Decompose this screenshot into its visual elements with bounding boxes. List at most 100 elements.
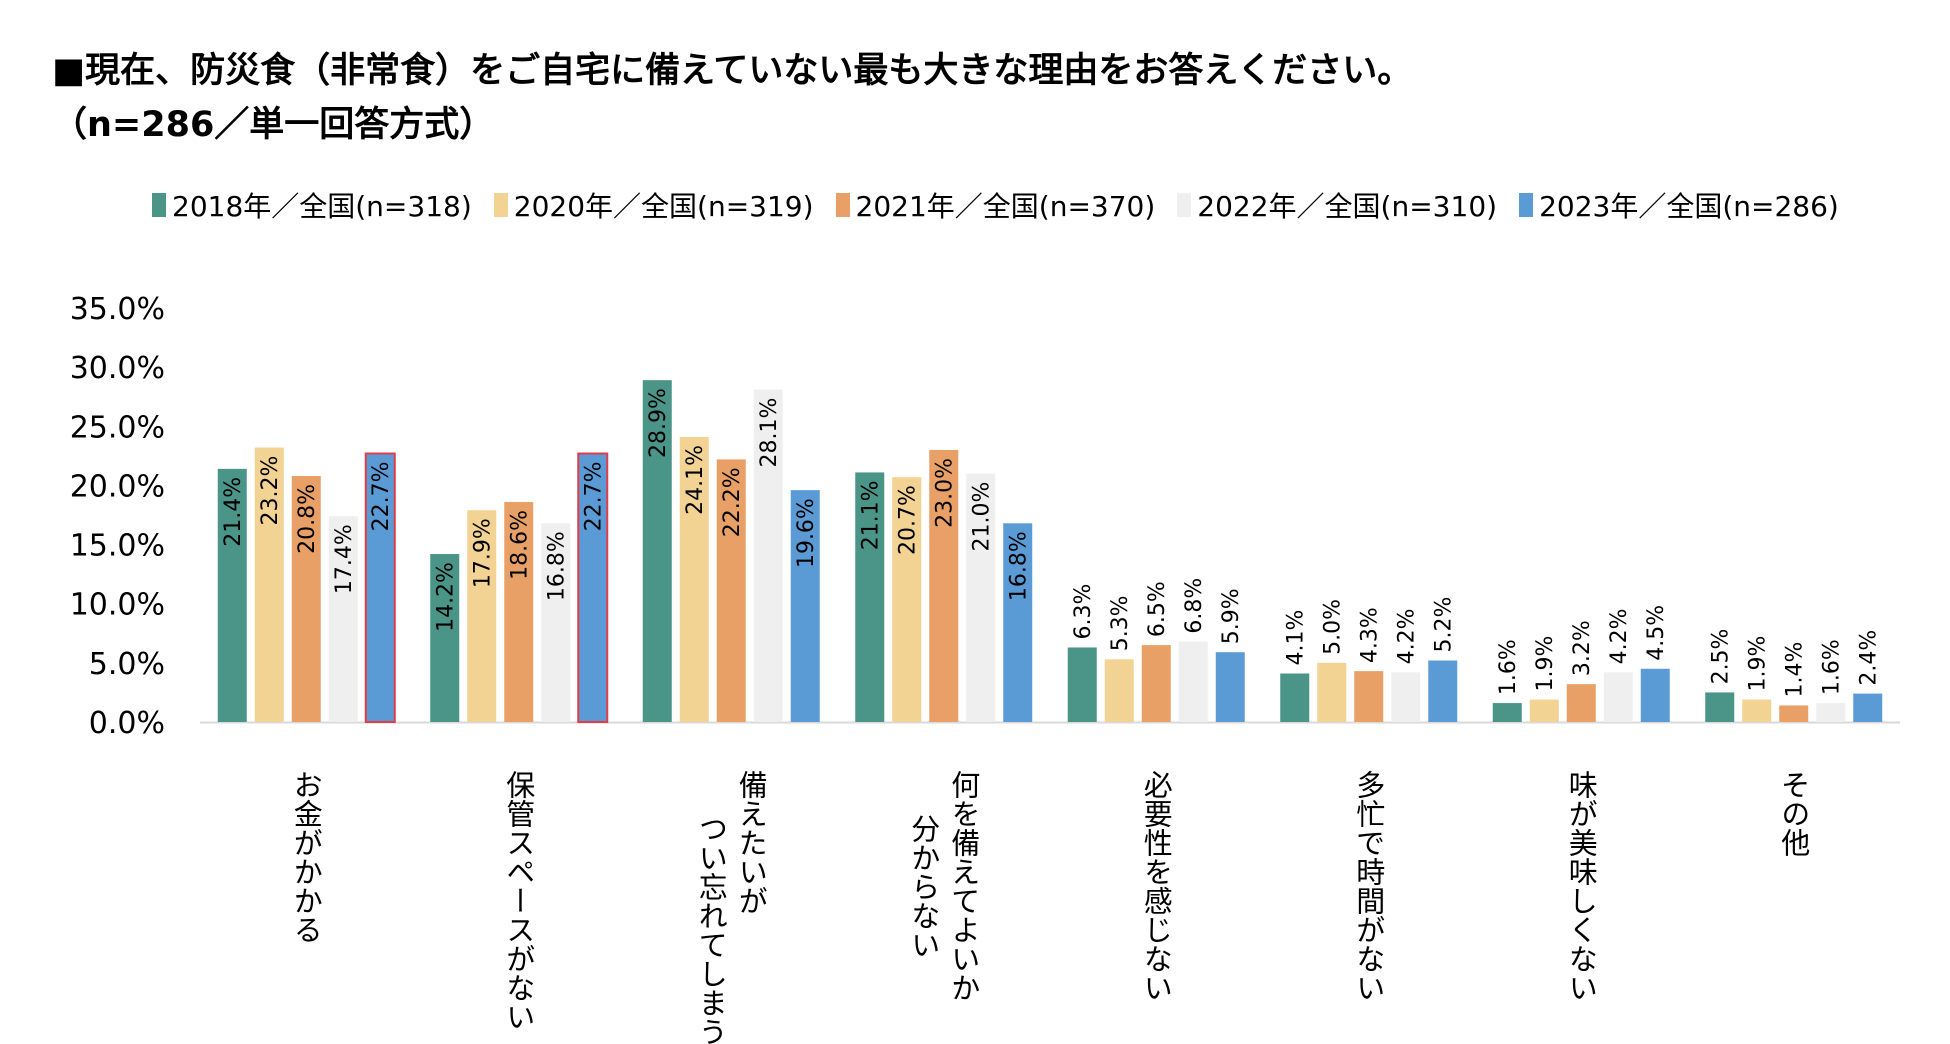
bar-2020-cat2 xyxy=(679,436,709,722)
legend-swatch-2021 xyxy=(835,193,850,217)
data-label: 23.2% xyxy=(258,456,283,526)
data-label: 21.1% xyxy=(859,480,884,550)
y-tick-label: 20.0% xyxy=(70,469,165,504)
data-label: 20.7% xyxy=(896,485,921,555)
bar-2018-cat7 xyxy=(1705,692,1735,722)
bar-2023-cat2 xyxy=(790,490,820,722)
legend-item-2022: 2022年／全国(n=310) xyxy=(1177,185,1497,225)
bar-2021-cat6 xyxy=(1566,684,1596,722)
data-label: 18.6% xyxy=(508,510,533,580)
data-label: 4.3% xyxy=(1358,607,1383,663)
legend-label-2018: 2018年／全国(n=318) xyxy=(172,190,472,223)
bar-2022-cat4 xyxy=(1178,641,1208,722)
bar-2018-cat5 xyxy=(1280,673,1310,722)
y-tick-label: 35.0% xyxy=(70,292,165,327)
data-label: 6.5% xyxy=(1145,581,1170,637)
category-label: 多忙で時間がない xyxy=(1352,770,1386,1002)
bar-2020-cat4 xyxy=(1104,659,1134,722)
chart-title-line2: （n=286／単一回答方式） xyxy=(52,105,495,145)
legend-swatch-2023 xyxy=(1519,193,1534,217)
data-label: 5.2% xyxy=(1432,597,1457,653)
chart-title: ■現在、防災食（非常食）をご自宅に備えていない最も大きな理由をお答えください。 … xyxy=(52,44,1412,152)
bar-2020-cat1 xyxy=(467,510,497,722)
y-tick-label: 15.0% xyxy=(70,529,165,564)
bar-2022-cat5 xyxy=(1391,672,1421,722)
bar-2022-cat3 xyxy=(966,473,996,722)
bar-2023-cat6 xyxy=(1640,668,1670,722)
data-label: 21.0% xyxy=(970,482,995,552)
data-label: 20.8% xyxy=(295,484,320,554)
data-label: 2.5% xyxy=(1709,629,1734,685)
bar-2020-cat3 xyxy=(892,477,922,722)
data-label: 5.9% xyxy=(1219,588,1244,644)
category-label: 備えたいが xyxy=(734,770,768,915)
category-label: 必要性を感じない xyxy=(1139,770,1173,1002)
y-tick-label: 30.0% xyxy=(70,351,165,386)
data-label: 24.1% xyxy=(683,445,708,515)
data-label: 4.2% xyxy=(1607,608,1632,664)
data-label: 1.9% xyxy=(1533,636,1558,692)
legend-label-2020: 2020年／全国(n=319) xyxy=(513,190,814,223)
bar-2020-cat7 xyxy=(1742,699,1772,722)
bar-2023-cat1 xyxy=(577,452,609,723)
bar-2021-cat2 xyxy=(716,459,746,722)
legend-item-2021: 2021年／全国(n=370) xyxy=(835,185,1156,225)
data-label: 1.6% xyxy=(1820,639,1845,695)
category-label: 何を備えてよいか xyxy=(947,770,981,1002)
bar-2020-cat6 xyxy=(1529,699,1559,722)
bar-2021-cat4 xyxy=(1141,645,1171,722)
bar-2018-cat6 xyxy=(1492,703,1522,722)
bar-2022-cat1 xyxy=(541,523,571,722)
chart-title-line1: ■現在、防災食（非常食）をご自宅に備えていない最も大きな理由をお答えください。 xyxy=(52,51,1413,91)
data-label: 5.3% xyxy=(1108,595,1133,651)
category-label: その他 xyxy=(1777,770,1811,857)
data-label: 4.1% xyxy=(1284,610,1309,666)
data-label: 14.2% xyxy=(434,562,459,632)
bar-2018-cat1 xyxy=(430,554,460,722)
bar-2022-cat2 xyxy=(753,389,783,722)
bar-2023-cat3 xyxy=(1003,523,1033,722)
data-label: 16.8% xyxy=(545,531,570,601)
data-label: 22.7% xyxy=(369,461,394,531)
bar-2020-cat5 xyxy=(1317,662,1347,722)
legend-item-2018: 2018年／全国(n=318) xyxy=(152,185,472,225)
legend-label-2022: 2022年／全国(n=310) xyxy=(1197,190,1498,223)
bar-2020-cat0 xyxy=(254,447,284,722)
y-tick-label: 10.0% xyxy=(70,588,165,623)
data-label: 1.4% xyxy=(1783,642,1808,698)
data-label: 21.4% xyxy=(221,477,246,547)
legend-item-2023: 2023年／全国(n=286) xyxy=(1519,185,1839,225)
category-label: つい忘れてしまう xyxy=(694,814,728,1044)
bar-2021-cat3 xyxy=(929,449,959,722)
legend-swatch-2022 xyxy=(1177,193,1192,217)
data-label: 4.5% xyxy=(1644,605,1669,661)
category-label: 分からない xyxy=(907,814,941,959)
data-label: 1.6% xyxy=(1496,639,1521,695)
legend-swatch-2018 xyxy=(152,193,166,217)
bar-2021-cat0 xyxy=(291,475,321,722)
bar-2023-cat7 xyxy=(1853,693,1883,722)
data-label: 6.3% xyxy=(1071,584,1096,640)
data-label: 5.0% xyxy=(1321,599,1346,655)
data-label: 6.8% xyxy=(1182,578,1207,634)
data-label: 23.0% xyxy=(933,458,958,528)
data-label: 22.7% xyxy=(582,461,607,531)
bar-2023-cat4 xyxy=(1215,652,1245,722)
y-tick-label: 0.0% xyxy=(89,706,165,741)
bar-2023-cat0 xyxy=(364,452,396,723)
data-label: 28.1% xyxy=(757,398,782,468)
category-label: 保管スペースがない xyxy=(502,770,536,1031)
bar-2021-cat5 xyxy=(1354,671,1384,722)
category-label: 味が美味しくない xyxy=(1564,770,1598,1002)
legend-label-2023: 2023年／全国(n=286) xyxy=(1539,190,1839,223)
bar-2018-cat2 xyxy=(642,380,672,722)
data-label: 22.2% xyxy=(720,467,745,537)
data-label: 17.4% xyxy=(332,524,357,594)
bar-2022-cat6 xyxy=(1603,672,1633,722)
bar-2018-cat4 xyxy=(1067,647,1097,722)
legend-label-2021: 2021年／全国(n=370) xyxy=(855,190,1156,223)
bar-2022-cat0 xyxy=(328,516,358,722)
bar-2018-cat0 xyxy=(217,468,247,722)
data-label: 2.4% xyxy=(1857,630,1882,686)
